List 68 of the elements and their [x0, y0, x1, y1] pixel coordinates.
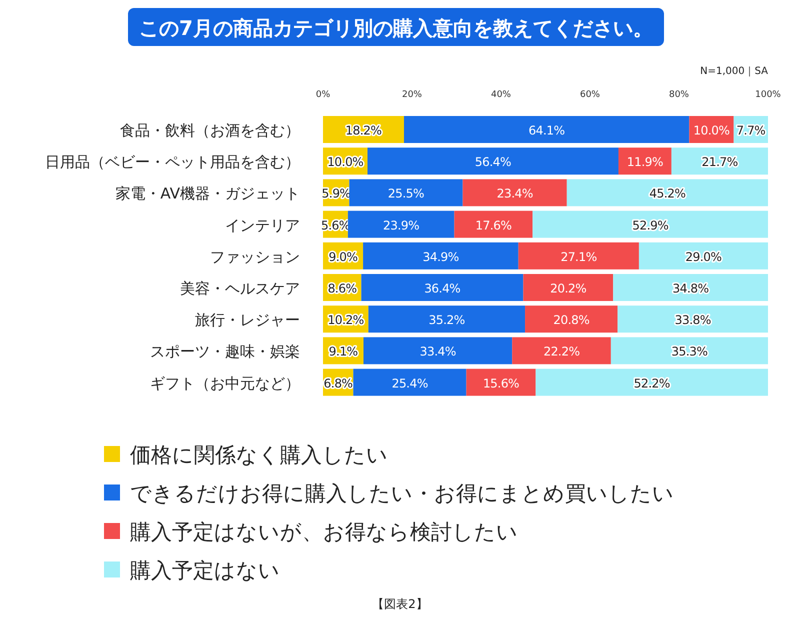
- data-label: 25.5%: [388, 186, 424, 201]
- y-tick-label: ギフト（お中元など）: [150, 374, 300, 392]
- data-label: 34.9%: [422, 250, 459, 264]
- data-label: 35.2%: [428, 313, 465, 328]
- bar: [368, 306, 526, 333]
- data-label: 23.9%: [383, 218, 420, 232]
- bar: [613, 274, 768, 301]
- bar: [532, 210, 768, 238]
- y-tick-label: ファッション: [210, 248, 300, 266]
- y-tick-label: 食品・飲料（お酒を含む）: [120, 122, 300, 140]
- x-tick-label: 0%: [316, 90, 331, 100]
- data-label: 21.7%: [702, 155, 738, 170]
- legend-label: 購入予定はないが、お得なら検討したい: [130, 520, 518, 544]
- data-label: 9.0%: [328, 250, 358, 264]
- data-label: 34.8%: [672, 282, 709, 296]
- y-tick-label: 旅行・レジャー: [195, 311, 300, 330]
- bar: [404, 116, 690, 143]
- bar: [566, 179, 768, 206]
- chart-title: この7月の商品カテゴリ別の購入意向を教えてください。: [139, 16, 653, 40]
- y-tick-label: 美容・ヘルスケア: [180, 280, 300, 298]
- y-tick-label: インテリア: [225, 216, 300, 234]
- data-label: 17.6%: [475, 218, 512, 232]
- data-label: 6.8%: [324, 376, 353, 390]
- data-label: 18.2%: [345, 124, 382, 138]
- data-label: 33.8%: [674, 313, 711, 328]
- data-label: 8.6%: [328, 282, 357, 296]
- data-label: 20.8%: [553, 313, 590, 328]
- x-tick-label: 40%: [490, 90, 512, 100]
- data-label: 35.3%: [671, 344, 708, 359]
- text: N=1,000｜SA: [700, 66, 768, 77]
- data-label: 23.4%: [496, 186, 533, 201]
- data-label: 52.2%: [634, 376, 670, 390]
- bar: [361, 274, 524, 301]
- bar: [610, 337, 768, 364]
- legend-label: できるだけお得に購入したい・お得にまとめ買いしたい: [130, 482, 674, 506]
- data-label: 9.1%: [328, 344, 358, 359]
- legend-label: 価格に関係なく購入したい: [130, 443, 388, 467]
- x-tick-label: 100%: [755, 90, 782, 100]
- data-label: 36.4%: [424, 282, 460, 296]
- bar: [363, 242, 518, 270]
- data-label: 45.2%: [649, 186, 686, 201]
- data-label: 11.9%: [626, 155, 664, 170]
- y-tick-label: スポーツ・趣味・娯楽: [150, 342, 300, 361]
- bar: [368, 148, 618, 175]
- data-label: 33.4%: [420, 344, 456, 359]
- data-label: 15.6%: [482, 376, 520, 390]
- y-tick-label: 日用品（ベビー・ペット用品を含む）: [45, 153, 300, 172]
- x-tick-label: 80%: [668, 90, 690, 100]
- data-label: 52.9%: [632, 218, 668, 232]
- data-label: 20.2%: [550, 282, 586, 296]
- data-label: 27.1%: [560, 250, 597, 264]
- data-label: 10.0%: [693, 124, 730, 138]
- data-label: 10.0%: [327, 155, 364, 170]
- data-label: 29.0%: [685, 250, 722, 264]
- y-tick-label: 家電・AV機器・ガジェット: [115, 184, 300, 203]
- bar: [363, 337, 512, 364]
- data-label: 56.4%: [474, 155, 512, 170]
- text: 【図表2】: [372, 597, 428, 611]
- data-label: 10.2%: [328, 313, 364, 328]
- data-label: 22.2%: [543, 344, 580, 359]
- data-label: 7.7%: [736, 124, 766, 138]
- data-label: 64.1%: [528, 124, 565, 138]
- bar: [536, 368, 768, 396]
- bar: [618, 306, 768, 333]
- legend-label: 購入予定はない: [130, 558, 280, 582]
- x-tick-label: 20%: [402, 90, 422, 100]
- x-tick-label: 60%: [580, 90, 600, 100]
- data-label: 25.4%: [392, 376, 428, 390]
